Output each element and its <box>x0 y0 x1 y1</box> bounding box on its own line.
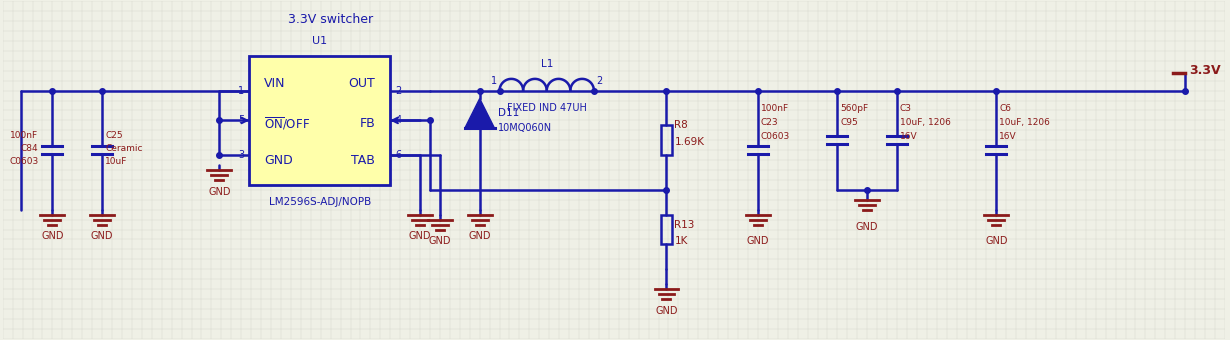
Text: C84: C84 <box>21 144 38 153</box>
Text: FIXED IND 47UH: FIXED IND 47UH <box>507 103 587 113</box>
Text: VIN: VIN <box>264 77 285 90</box>
Bar <box>661 125 673 155</box>
Text: 3.3V: 3.3V <box>1189 64 1220 77</box>
Text: GND: GND <box>656 306 678 316</box>
Text: 10MQ060N: 10MQ060N <box>498 123 552 133</box>
Text: GND: GND <box>41 232 64 241</box>
Text: C0603: C0603 <box>10 157 38 166</box>
Polygon shape <box>465 99 494 128</box>
Text: C95: C95 <box>840 118 859 127</box>
Text: 6: 6 <box>395 150 401 160</box>
Text: 1K: 1K <box>674 236 688 246</box>
Text: R8: R8 <box>674 120 688 130</box>
Text: 560pF: 560pF <box>840 104 868 113</box>
Text: GND: GND <box>91 232 113 241</box>
Text: FB: FB <box>359 117 375 130</box>
Text: C6: C6 <box>999 104 1011 113</box>
Text: 100nF: 100nF <box>10 131 38 140</box>
Text: GND: GND <box>264 154 293 167</box>
Text: OUT: OUT <box>348 77 375 90</box>
Text: 16V: 16V <box>900 132 918 141</box>
Text: GND: GND <box>208 187 230 197</box>
Text: GND: GND <box>408 232 432 241</box>
Text: 3: 3 <box>239 150 245 160</box>
Text: D11: D11 <box>498 108 519 118</box>
Text: 4: 4 <box>395 115 401 125</box>
Text: LM2596S-ADJ/NOPB: LM2596S-ADJ/NOPB <box>268 197 370 207</box>
Text: 10uF, 1206: 10uF, 1206 <box>999 118 1050 127</box>
Text: GND: GND <box>747 236 769 246</box>
Text: 1.69K: 1.69K <box>674 137 705 147</box>
Text: 10uF, 1206: 10uF, 1206 <box>900 118 951 127</box>
Bar <box>661 215 673 244</box>
Text: 1: 1 <box>492 76 498 86</box>
Text: 5: 5 <box>237 115 245 125</box>
Text: 10uF: 10uF <box>105 157 128 166</box>
Text: 2: 2 <box>395 86 401 96</box>
Text: GND: GND <box>985 236 1007 246</box>
Text: 2: 2 <box>595 76 603 86</box>
Text: Ceramic: Ceramic <box>105 144 143 153</box>
Text: 3.3V switcher: 3.3V switcher <box>288 13 373 26</box>
Text: C0603: C0603 <box>761 132 790 141</box>
Bar <box>250 56 390 185</box>
Text: R13: R13 <box>674 220 695 230</box>
Text: GND: GND <box>429 236 451 246</box>
Text: L1: L1 <box>540 59 554 69</box>
Text: C25: C25 <box>105 131 123 140</box>
Text: U1: U1 <box>312 36 327 46</box>
Text: C3: C3 <box>900 104 911 113</box>
Text: TAB: TAB <box>352 154 375 167</box>
Text: 16V: 16V <box>999 132 1017 141</box>
Text: 100nF: 100nF <box>761 104 788 113</box>
Text: 1: 1 <box>239 86 245 96</box>
Text: GND: GND <box>856 222 878 232</box>
Text: GND: GND <box>469 232 491 241</box>
Text: C23: C23 <box>761 118 779 127</box>
Text: $\overline{\rm ON}$/OFF: $\overline{\rm ON}$/OFF <box>264 115 310 132</box>
